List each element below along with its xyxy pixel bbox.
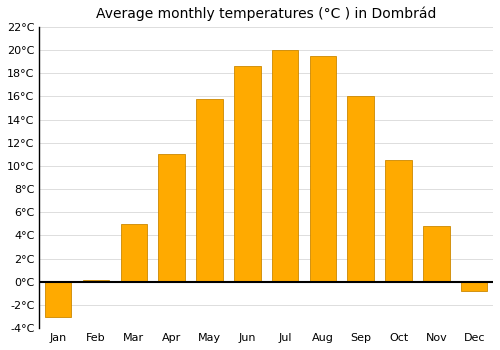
Bar [83,280,110,282]
Bar [196,99,222,282]
Bar [45,282,72,317]
Bar [386,160,412,282]
Bar [310,56,336,282]
Bar [158,154,185,282]
Bar [461,282,487,291]
Title: Average monthly temperatures (°C ) in Dombrád: Average monthly temperatures (°C ) in Do… [96,7,436,21]
Bar [234,66,260,282]
Bar [272,50,298,282]
Bar [120,224,147,282]
Bar [423,226,450,282]
Bar [348,96,374,282]
